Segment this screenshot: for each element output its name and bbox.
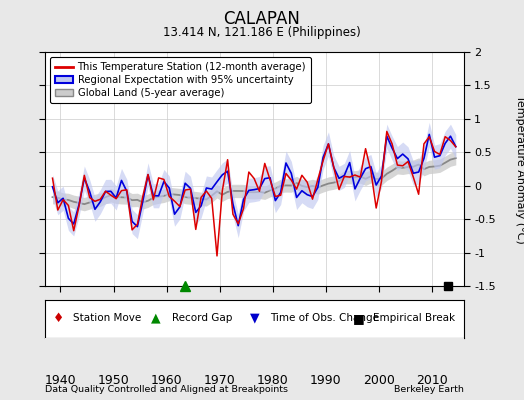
Text: ■: ■ xyxy=(353,312,364,325)
Text: Station Move: Station Move xyxy=(73,313,141,323)
Text: CALAPAN: CALAPAN xyxy=(224,10,300,28)
Legend: This Temperature Station (12-month average), Regional Expectation with 95% uncer: This Temperature Station (12-month avera… xyxy=(50,57,311,103)
Text: ▲: ▲ xyxy=(151,312,161,325)
Text: Time of Obs. Change: Time of Obs. Change xyxy=(270,313,379,323)
Text: Data Quality Controlled and Aligned at Breakpoints: Data Quality Controlled and Aligned at B… xyxy=(45,385,288,394)
Y-axis label: Temperature Anomaly (°C): Temperature Anomaly (°C) xyxy=(515,95,524,243)
Text: Berkeley Earth: Berkeley Earth xyxy=(394,385,464,394)
Text: ▼: ▼ xyxy=(250,312,259,325)
Text: Empirical Break: Empirical Break xyxy=(373,313,455,323)
Text: ♦: ♦ xyxy=(53,312,64,325)
Text: Record Gap: Record Gap xyxy=(171,313,232,323)
Text: 13.414 N, 121.186 E (Philippines): 13.414 N, 121.186 E (Philippines) xyxy=(163,26,361,39)
